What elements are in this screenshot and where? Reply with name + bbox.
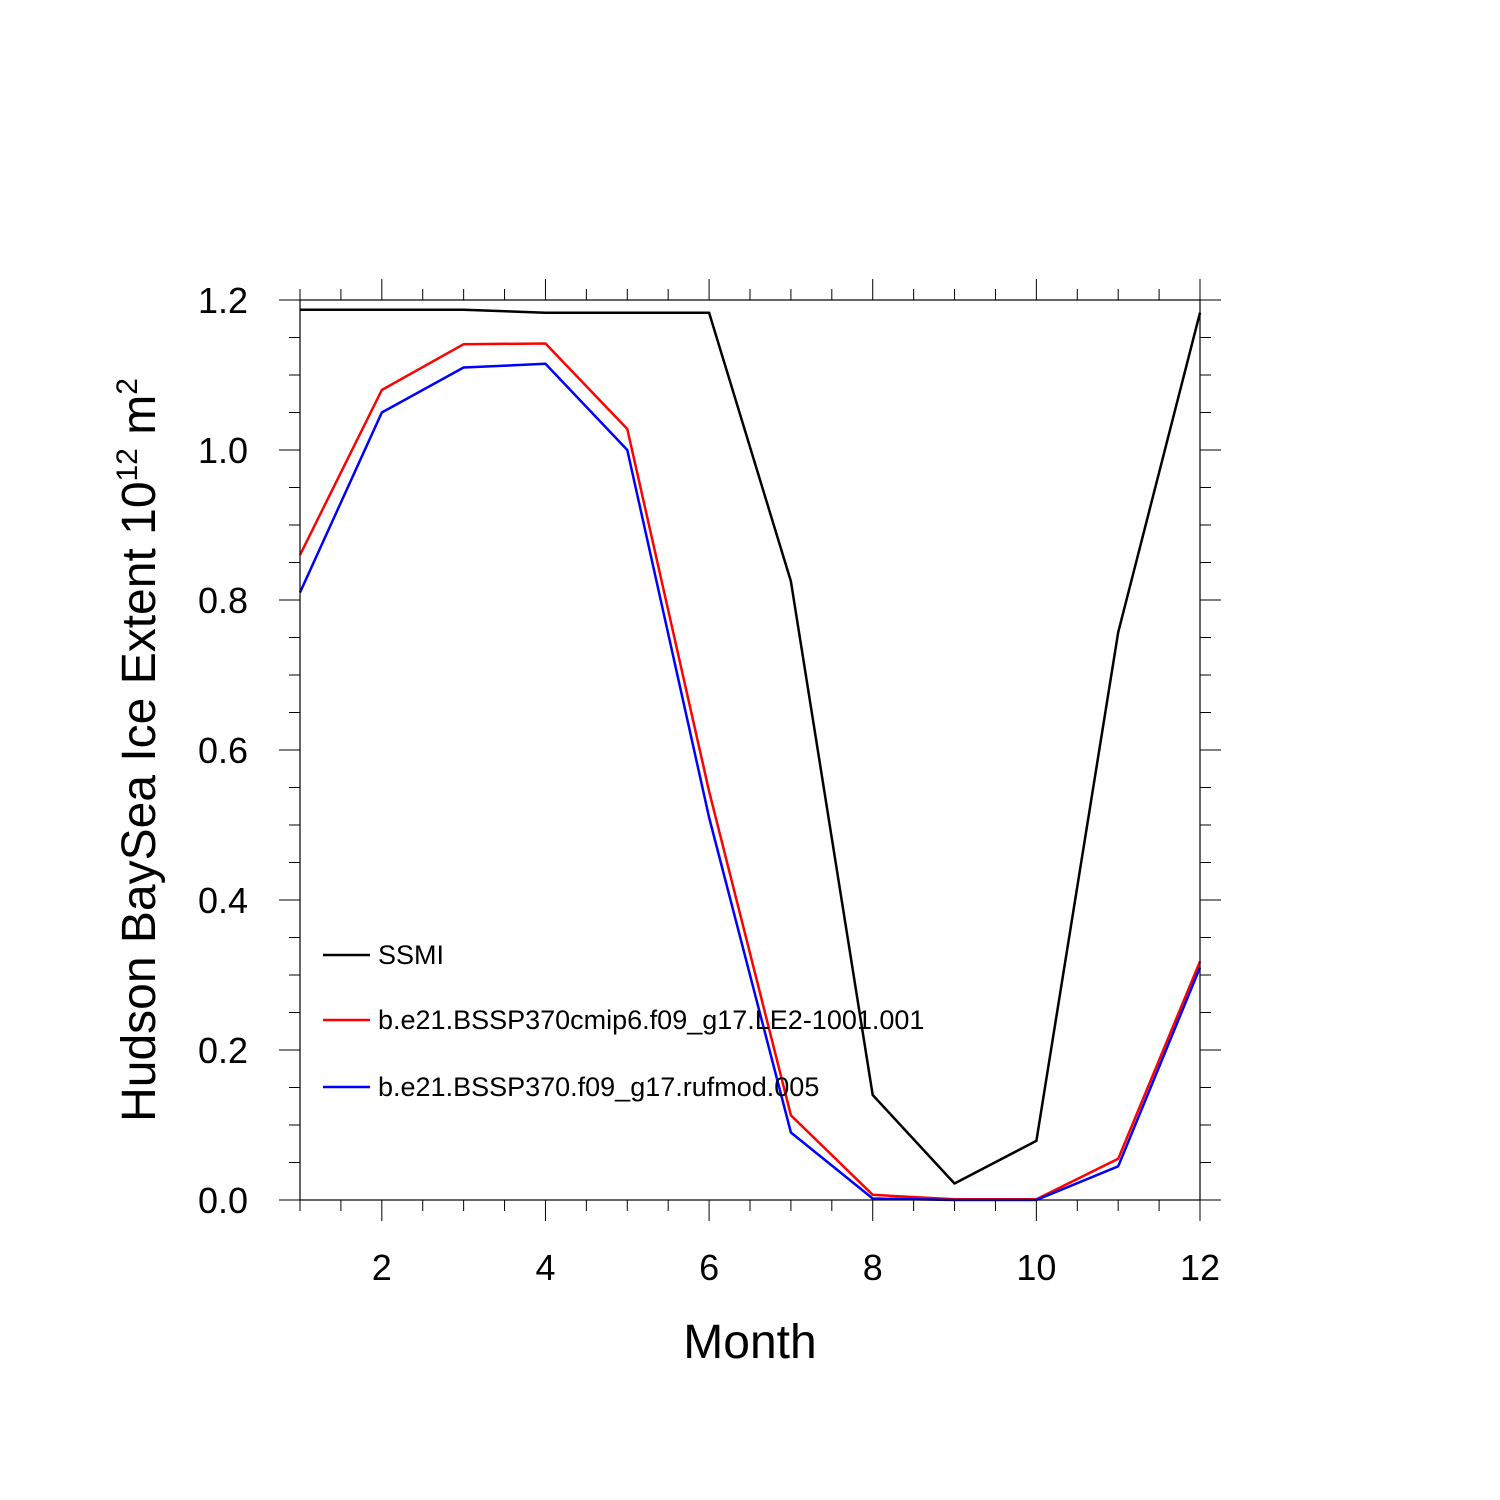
x-tick-label: 6 bbox=[699, 1247, 719, 1288]
y-tick-label: 0.6 bbox=[198, 730, 248, 771]
y-axis-title-main: Hudson BaySea Ice Extent 10 bbox=[113, 481, 166, 1121]
legend-label-le2: b.e21.BSSP370cmip6.f09_g17.LE2-1001.001 bbox=[378, 1005, 924, 1035]
y-tick-label: 0.0 bbox=[198, 1180, 248, 1221]
major-ticks bbox=[279, 279, 1221, 1221]
y-axis-title: Hudson BaySea Ice Extent 1012 m2 bbox=[111, 378, 166, 1122]
y-axis-title-exponent: 12 bbox=[111, 448, 144, 481]
y-axis-title-unit-exponent: 2 bbox=[111, 378, 144, 395]
legend: SSMI b.e21.BSSP370cmip6.f09_g17.LE2-1001… bbox=[323, 940, 924, 1102]
y-tick-label: 1.0 bbox=[198, 430, 248, 471]
legend-entry-le2: b.e21.BSSP370cmip6.f09_g17.LE2-1001.001 bbox=[323, 1005, 924, 1035]
tick-labels: 2 4 6 8 10 12 0.0 0.2 0.4 0.6 0.8 1.0 1.2 bbox=[198, 280, 1220, 1288]
series-line-le2 bbox=[298, 342, 1202, 1201]
legend-label-ssmi: SSMI bbox=[378, 940, 444, 970]
minor-ticks bbox=[289, 289, 1211, 1211]
series-line-ssmi bbox=[300, 308, 1202, 1185]
x-tick-label: 12 bbox=[1180, 1247, 1220, 1288]
y-axis-title-unit: m bbox=[113, 395, 166, 448]
x-tick-label: 10 bbox=[1016, 1247, 1056, 1288]
plot-frame bbox=[299, 299, 1201, 1201]
series-lines bbox=[298, 308, 1202, 1202]
x-tick-label: 4 bbox=[535, 1247, 555, 1288]
y-tick-label: 1.2 bbox=[198, 280, 248, 321]
x-tick-label: 8 bbox=[863, 1247, 883, 1288]
legend-entry-rufmod: b.e21.BSSP370.f09_g17.rufmod.005 bbox=[323, 1072, 819, 1102]
x-tick-label: 2 bbox=[372, 1247, 392, 1288]
y-tick-label: 0.2 bbox=[198, 1030, 248, 1071]
x-axis-title: Month bbox=[683, 1316, 816, 1369]
y-tick-label: 0.8 bbox=[198, 580, 248, 621]
legend-label-rufmod: b.e21.BSSP370.f09_g17.rufmod.005 bbox=[378, 1072, 819, 1102]
y-tick-label: 0.4 bbox=[198, 880, 248, 921]
legend-entry-ssmi: SSMI bbox=[323, 940, 444, 970]
series-line-rufmod bbox=[298, 362, 1202, 1202]
